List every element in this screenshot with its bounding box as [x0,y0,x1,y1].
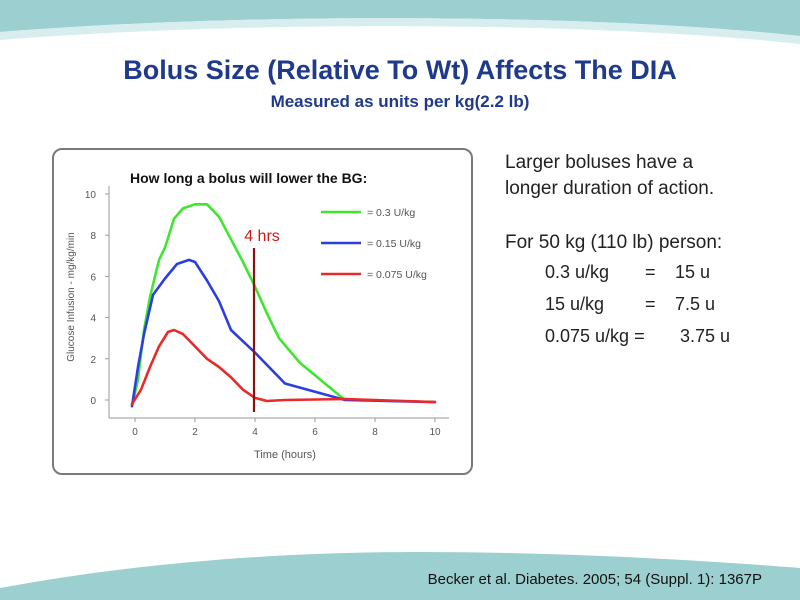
x-tick-label: 0 [132,427,138,438]
top-swoosh-light [0,18,800,44]
chart-frame: 0 2 4 6 8 10 0 2 4 6 8 10 = 0.3 U/kg = 0.15 U/kg = 0.… [52,148,473,475]
x-tick-label: 8 [372,427,378,438]
bullet-line-1: Larger boluses have a [505,152,694,173]
slide-title: Bolus Size (Relative To Wt) Affects The … [123,55,677,85]
calc-equals: = [645,294,656,314]
calc-row: 0.3 u/kg = 15 u [505,256,790,288]
y-tick-label: 4 [90,314,96,325]
y-tick-label: 6 [90,272,96,283]
legend-label: = 0.075 U/kg [367,269,427,281]
x-tick-label: 2 [192,427,198,438]
chart-axes: 0 2 4 6 8 10 0 2 4 6 8 10 [85,186,449,438]
calc-left: 0.3 u/kg [545,262,610,282]
calc-right: 3.75 u [680,326,731,346]
calc-left: 15 u/kg [545,294,605,314]
series-line [130,328,437,406]
chart-annotation: 4 hrs [244,228,280,412]
calc-right: 7.5 u [675,294,716,314]
y-tick-label: 0 [90,396,96,407]
bullet-text: Larger boluses have a longer duration of… [505,150,790,352]
bullet-line-2: longer duration of action. [505,178,715,199]
chart-x-axis-label: Time (hours) [254,449,316,461]
legend-label: = 0.3 U/kg [367,207,415,219]
legend-label: = 0.15 U/kg [367,238,421,250]
y-tick-label: 8 [90,231,96,242]
top-swoosh [0,0,800,36]
citation: Becker et al. Diabetes. 2005; 54 (Suppl.… [427,571,762,588]
y-tick-label: 2 [90,355,96,366]
bottom-swoosh [0,552,800,600]
x-tick-label: 6 [312,427,318,438]
chart-title: How long a bolus will lower the BG: [130,170,367,186]
x-tick-label: 10 [429,427,441,438]
chart-series [130,203,437,408]
chart-legend: = 0.3 U/kg = 0.15 U/kg = 0.075 U/kg [321,207,427,281]
calc-equals: = [645,262,656,282]
series-line [130,203,347,408]
calc-row: 15 u/kg = 7.5 u [505,288,790,320]
series-line [130,258,437,408]
chart-y-axis-label: Glucose Infusion - mg/kg/min [66,232,77,362]
calc-row: 0.075 u/kg = 3.75 u [505,320,790,352]
example-header: For 50 kg (110 lb) person: [505,232,723,253]
annotation-label: 4 hrs [244,228,280,245]
y-tick-label: 10 [85,190,97,201]
calc-right: 15 u [675,262,711,282]
calc-left: 0.075 u/kg = [545,326,645,346]
slide-subtitle: Measured as units per kg(2.2 lb) [270,92,530,111]
x-tick-label: 4 [252,427,258,438]
